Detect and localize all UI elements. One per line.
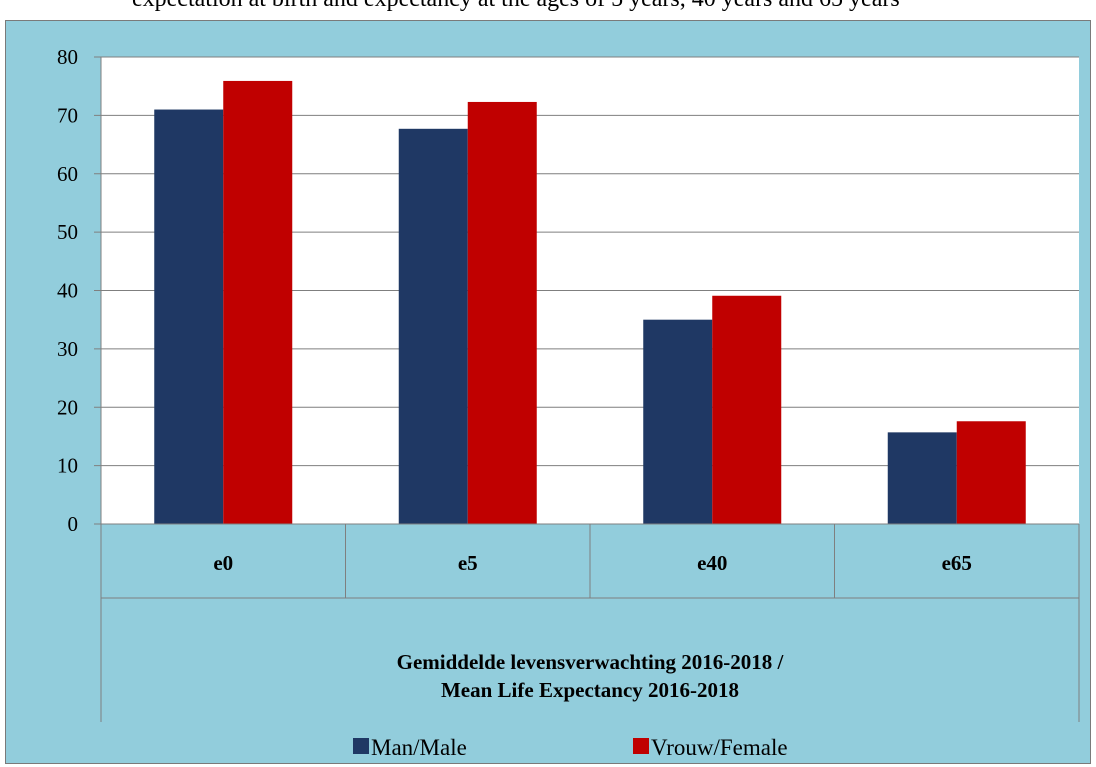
category-label: e65	[942, 551, 972, 575]
category-label: e5	[458, 551, 478, 575]
bar-e40-series-0	[643, 319, 713, 524]
y-tick-label: 60	[57, 162, 78, 186]
legend: Man/Male Vrouw/Female	[353, 735, 788, 760]
y-tick-label: 30	[57, 337, 78, 361]
y-tick-label: 70	[57, 103, 78, 127]
y-tick-label: 50	[57, 220, 78, 244]
legend-swatch	[353, 738, 369, 754]
y-tick-label: 10	[57, 454, 78, 478]
page-caption: expectation at birth and expectancy at t…	[132, 0, 900, 13]
bar-e0-series-1	[223, 80, 293, 524]
bar-e40-series-1	[712, 295, 782, 524]
bars	[101, 80, 1079, 525]
bar-e65-series-1	[956, 421, 1026, 524]
bar-e5-series-1	[467, 101, 537, 524]
y-tick-label: 40	[57, 279, 78, 303]
category-label: e0	[213, 551, 233, 575]
y-tick-label: 0	[68, 512, 79, 536]
legend-label: Man/Male	[371, 735, 467, 760]
category-label: e40	[697, 551, 727, 575]
y-tick-label: 20	[57, 395, 78, 419]
bar-e0-series-0	[154, 109, 224, 524]
legend-swatch	[633, 738, 649, 754]
x-axis-title-line-1: Gemiddelde levensverwachting 2016-2018 /	[397, 650, 785, 674]
y-tick-label: 80	[57, 45, 78, 69]
legend-label: Vrouw/Female	[651, 735, 788, 760]
y-axis-ticks: 0 10 20 30 40 50 60 70 80	[57, 45, 78, 536]
bar-e5-series-0	[398, 128, 468, 524]
x-axis-categories: e0 e5 e40 e65	[213, 551, 972, 575]
x-axis-title-line-2: Mean Life Expectancy 2016-2018	[441, 678, 739, 702]
bar-e65-series-0	[887, 432, 957, 524]
